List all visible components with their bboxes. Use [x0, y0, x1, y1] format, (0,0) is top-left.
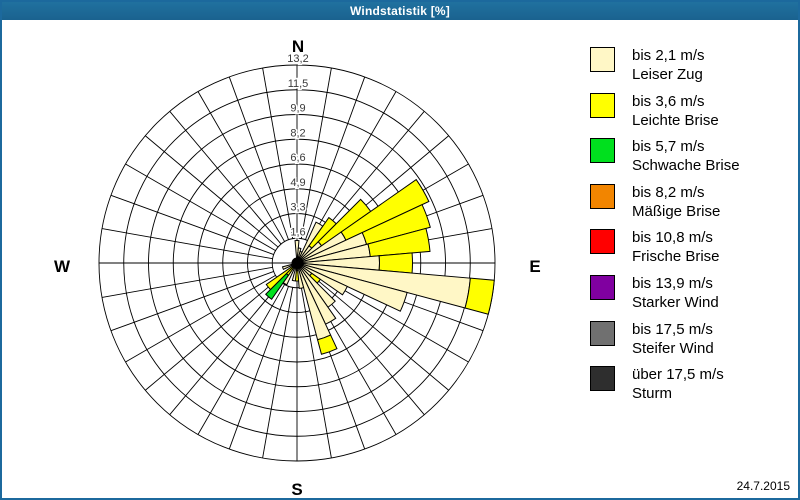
legend-labels: bis 2,1 m/s Leiser Zug: [632, 46, 705, 84]
chart-area: 1,6 3,3 4,9 6,6 8,2 9,9 11,5 13,2 N S W E bis 2,1 m…: [2, 20, 798, 498]
wind-rose-chart: 1,6 3,3 4,9 6,6 8,2 9,9 11,5 13,2N S W E: [54, 37, 541, 499]
legend-speed-label: bis 2,1 m/s: [632, 47, 705, 64]
legend-class-name: Starker Wind: [632, 294, 719, 311]
legend-speed-label: bis 13,9 m/s: [632, 275, 713, 292]
ring-tick-label: 6,6: [290, 152, 305, 164]
legend-class-name: Frische Brise: [632, 248, 720, 266]
legend-speed-label: bis 3,6 m/s: [632, 92, 705, 110]
legend-item: bis 10,8 m/s Frische Brise: [590, 229, 720, 266]
legend-item: über 17,5 m/s Sturm: [590, 366, 724, 403]
compass-label-north: N: [292, 37, 304, 56]
legend-item: bis 13,9 m/s Starker Wind: [590, 275, 719, 312]
legend-speed-label: bis 10,8 m/s: [632, 229, 713, 247]
chart-date: 24.7.2015: [736, 479, 790, 493]
compass-label-south: S: [291, 480, 302, 499]
legend-speed-label: bis 5,7 m/s: [632, 138, 705, 156]
legend-item: bis 17,5 m/s Steifer Wind: [590, 320, 714, 358]
legend-speed-label: bis 17,5 m/s: [632, 320, 713, 338]
legend-item: bis 5,7 m/s Schwache Brise: [590, 138, 740, 175]
legend-item: bis 8,2 m/s Mäßige Brise: [590, 183, 720, 221]
legend-speed-label: bis 8,2 m/s: [632, 183, 705, 201]
ring-tick-label: 8,2: [290, 127, 305, 139]
legend-color-swatch: [590, 229, 615, 255]
legend-color-swatch: [590, 275, 615, 300]
legend-item: bis 2,1 m/s Leiser Zug: [590, 47, 705, 84]
legend-class-name: Leiser Zug: [632, 66, 703, 83]
legend-class-name: Mäßige Brise: [632, 202, 721, 220]
legend-color-swatch: [590, 138, 615, 164]
legend-class-name: Leichte Brise: [632, 111, 719, 129]
legend-labels: bis 5,7 m/s Schwache Brise: [632, 137, 740, 175]
legend-class-name: Sturm: [632, 385, 673, 403]
ring-tick-label: 3,3: [290, 202, 305, 214]
window-titlebar: Windstatistik [%]: [2, 2, 798, 20]
ring-tick-label: 13,2: [287, 53, 308, 65]
legend-labels: bis 17,5 m/s Steifer Wind: [632, 320, 714, 358]
ring-tick-label: 9,9: [290, 103, 305, 115]
legend-item: bis 3,6 m/s Leichte Brise: [590, 92, 719, 130]
legend-labels: über 17,5 m/s Sturm: [632, 365, 724, 403]
window-title: Windstatistik [%]: [350, 4, 450, 18]
ring-tick-label: 4,9: [290, 177, 305, 189]
legend-labels: bis 10,8 m/s Frische Brise: [632, 228, 720, 266]
legend-labels: bis 3,6 m/s Leichte Brise: [632, 92, 719, 130]
ring-tick-label: 1,6: [290, 226, 305, 238]
compass-label-west: W: [54, 257, 71, 276]
legend-color-swatch: [590, 47, 615, 72]
legend-class-name: Steifer Wind: [632, 339, 714, 357]
legend-speed-label: über 17,5 m/s: [632, 366, 724, 384]
legend-color-swatch: [590, 320, 615, 346]
ring-tick-label: 11,5: [288, 78, 309, 90]
legend-labels: bis 13,9 m/s Starker Wind: [632, 274, 719, 312]
legend-class-name: Schwache Brise: [632, 157, 740, 175]
legend-color-swatch: [590, 92, 615, 118]
legend-labels: bis 8,2 m/s Mäßige Brise: [632, 183, 720, 221]
compass-label-east: E: [529, 257, 540, 276]
legend-color-swatch: [590, 183, 615, 209]
legend-color-swatch: [590, 366, 615, 392]
